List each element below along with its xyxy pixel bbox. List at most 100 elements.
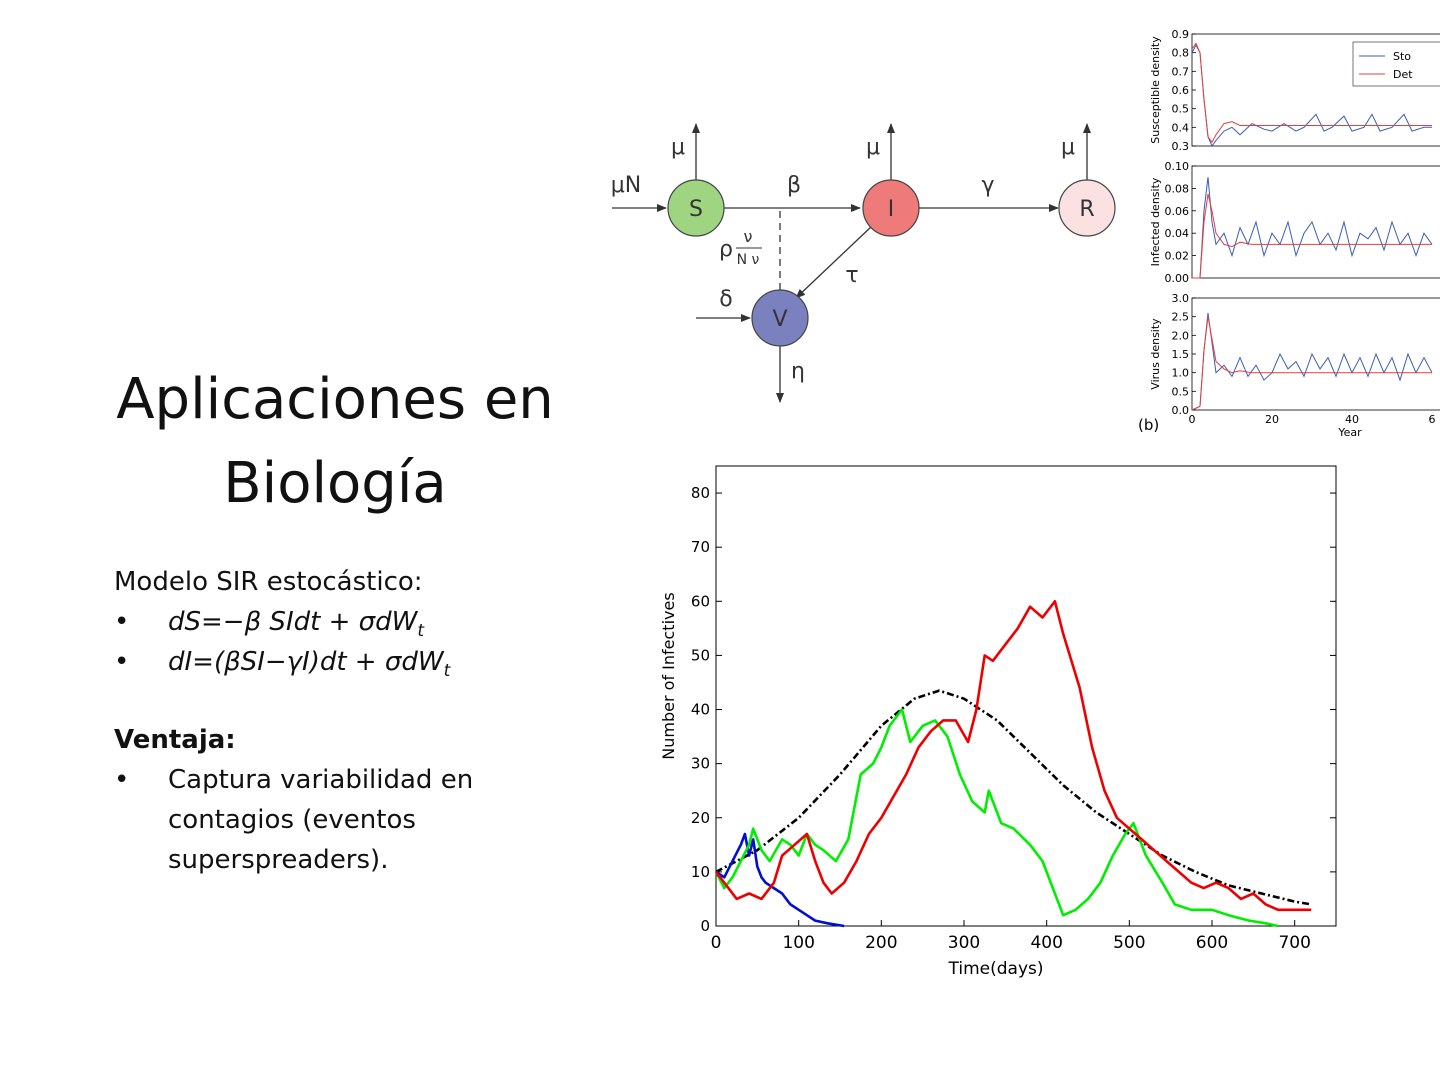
- series-green: [714, 708, 1279, 928]
- y-tick-label: 70: [691, 538, 710, 556]
- x-tick-label: 600: [1196, 933, 1228, 953]
- y-tick-label: 80: [691, 484, 710, 502]
- title-line-1: Aplicaciones en: [116, 367, 554, 432]
- title-line-2: Biología: [223, 451, 447, 516]
- label-tau: τ: [845, 263, 858, 288]
- node-s-label: S: [689, 197, 703, 222]
- node-v-label: V: [772, 307, 787, 332]
- y-tick-label: 60: [691, 592, 710, 610]
- advantage-text: Captura variabilidad en contagios (event…: [114, 760, 548, 880]
- panel-frame: [1191, 165, 1440, 279]
- density-charts: 0.3 0.4 0.5 0.6 0.7 0.8 0.9 Susceptible density…: [1138, 30, 1440, 438]
- x-tick-label: 400: [1030, 933, 1062, 953]
- y-tick-label: 20: [691, 809, 710, 827]
- series-blue: [715, 832, 845, 928]
- node-r-label: R: [1079, 197, 1094, 222]
- label-mu-s: μ: [671, 135, 685, 160]
- y-tick-label: 0.4: [1172, 121, 1190, 134]
- series-det: [1191, 42, 1432, 144]
- y-axis-label: Number of Infectives: [659, 592, 678, 759]
- series-red: [714, 600, 1312, 912]
- label-eta: η: [791, 359, 805, 384]
- intro-text: Modelo SIR estocástico:: [114, 567, 423, 597]
- label-nu: ν: [744, 227, 753, 246]
- legend-label: Sto: [1393, 50, 1411, 63]
- y-tick-label: 0.8: [1172, 47, 1190, 60]
- y-tick-label: 0.5: [1172, 385, 1190, 398]
- node-i: [862, 179, 920, 237]
- y-tick-label: 0.5: [1172, 103, 1190, 116]
- node-i-label: I: [888, 197, 895, 222]
- susceptible-density-panel: 0.3 0.4 0.5 0.6 0.7 0.8 0.9 Susceptible density…: [1149, 30, 1440, 153]
- x-tick-label: 40: [1345, 413, 1359, 426]
- virus-density-panel: 0.0 0.5 1.0 1.5 2.0 2.5 3.0 Virus density 0 20 40 6…: [1138, 292, 1440, 438]
- node-v: [751, 289, 809, 347]
- y-tick-label: 0.3: [1172, 140, 1190, 153]
- x-tick-label: 100: [782, 933, 814, 953]
- y-tick-label: 0.06: [1165, 205, 1190, 218]
- y-axis-label: Virus density: [1149, 318, 1162, 390]
- y-tick-label: 0.7: [1172, 65, 1190, 78]
- label-n-nu: N ν: [737, 252, 760, 268]
- equation-ds-sub: t: [417, 621, 424, 641]
- y-tick-label: 40: [691, 701, 710, 719]
- y-tick-label: 50: [691, 646, 710, 664]
- x-tick-label: 200: [865, 933, 897, 953]
- x-axis-label: Year: [1337, 426, 1362, 438]
- y-tick-label: 0.10: [1165, 160, 1190, 173]
- label-delta: δ: [719, 287, 732, 312]
- label-mu-i: μ: [866, 135, 880, 160]
- equation-di: dI=(βSI−γI)dt + σdWt: [114, 642, 614, 682]
- y-tick-label: 0.0: [1172, 404, 1190, 417]
- y-axis-label: Infected density: [1149, 177, 1162, 266]
- x-tick-label: 0: [1189, 413, 1196, 426]
- y-tick-label: 0.08: [1165, 182, 1190, 195]
- sirv-diagram: S I R V μ μ μ μN β γ δ τ η ρ ν N ν: [612, 123, 1116, 403]
- y-tick-label: 0.02: [1165, 250, 1190, 263]
- infectives-plot: 0 10 20 30 40 50 60 70 80 0 100 200 300 400 500 600 700 T…: [659, 465, 1337, 979]
- infectives-chart: 0 10 20 30 40 50 60 70 80 0 100 200 300 400 500 600 700 T…: [659, 465, 1337, 979]
- x-tick-label: 300: [948, 933, 980, 953]
- equation-di-main: dI=(βSI−γI)dt + σdW: [168, 647, 444, 677]
- y-tick-label: 0.9: [1172, 30, 1190, 41]
- node-r: [1058, 179, 1116, 237]
- series-sto: [1191, 44, 1432, 148]
- legend-box: [1352, 41, 1440, 87]
- label-gamma: γ: [981, 173, 994, 198]
- equation-di-sub: t: [443, 661, 451, 681]
- plot-frame: [715, 465, 1337, 927]
- x-tick-label: 6: [1429, 413, 1436, 426]
- advantage-heading: Ventaja:: [114, 725, 236, 755]
- series-det: [1192, 193, 1432, 279]
- panel-label: (b): [1138, 416, 1159, 434]
- y-tick-label: 0.04: [1165, 227, 1190, 240]
- y-tick-label: 3.0: [1172, 292, 1190, 305]
- x-tick-label: 700: [1278, 933, 1310, 953]
- series-sto: [1192, 177, 1433, 279]
- series-sto: [1191, 312, 1433, 411]
- panel-frame: [1191, 297, 1440, 411]
- node-s: [667, 179, 725, 237]
- equation-ds-main: dS=−β SIdt + σdW: [168, 607, 418, 637]
- label-inflow: μN: [612, 173, 641, 198]
- y-tick-label: 0.6: [1172, 84, 1190, 97]
- legend-label: Det: [1393, 68, 1413, 81]
- y-tick-label: 1.5: [1172, 348, 1190, 361]
- equation-ds: dS=−β SIdt + σdWt: [114, 602, 614, 642]
- label-beta: β: [787, 173, 801, 198]
- y-tick-label: 2.5: [1172, 311, 1190, 324]
- y-tick-label: 30: [691, 755, 710, 773]
- y-tick-label: 0: [700, 917, 710, 935]
- y-tick-label: 10: [691, 863, 710, 881]
- y-tick-label: 1.0: [1172, 367, 1190, 380]
- label-mu-r: μ: [1061, 135, 1075, 160]
- x-tick-label: 0: [711, 933, 722, 953]
- slide-body: Modelo SIR estocástico: dS=−β SIdt + σdW…: [114, 562, 614, 880]
- y-tick-label: 2.0: [1172, 329, 1190, 342]
- label-rho: ρ: [719, 237, 733, 262]
- x-tick-label: 20: [1265, 413, 1279, 426]
- y-axis-label: Susceptible density: [1149, 36, 1162, 144]
- x-tick-label: 500: [1113, 933, 1145, 953]
- series-det: [1191, 316, 1432, 411]
